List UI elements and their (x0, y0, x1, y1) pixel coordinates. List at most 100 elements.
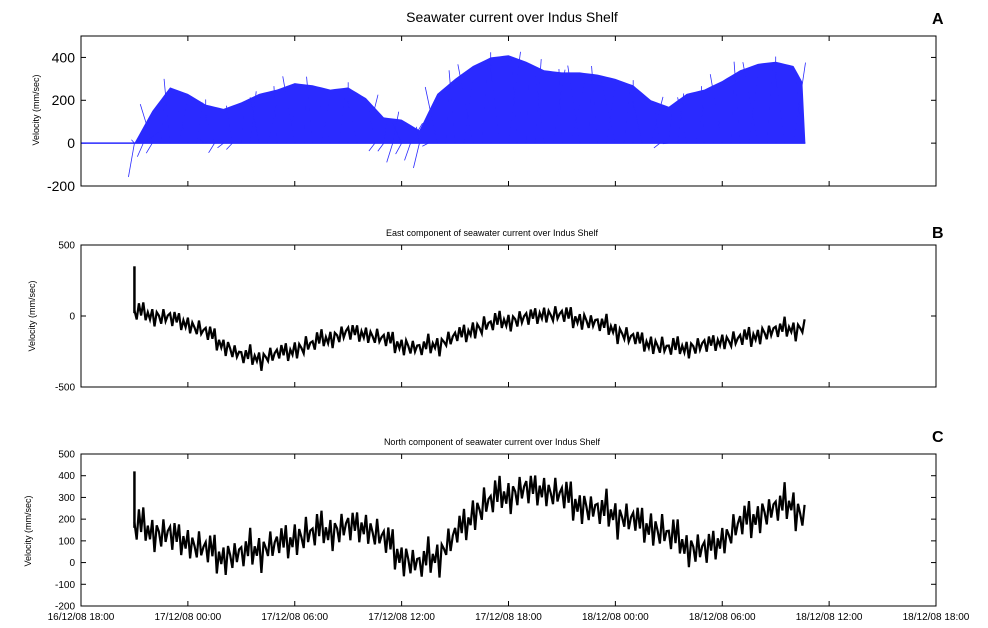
panel-c-ylabel: Velocity (mm/sec) (23, 495, 33, 566)
y-tick-label: 400 (52, 49, 76, 65)
vector-stick (457, 64, 474, 144)
vector-stick (742, 62, 759, 144)
panel-b-axes: -500 0 500 (55, 241, 937, 394)
panel-a-letter: A (932, 11, 944, 28)
vector-stick (416, 126, 420, 144)
vector-stick (558, 68, 563, 144)
vector-stick (139, 104, 153, 144)
panel-c: North component of seawater current over… (23, 429, 970, 623)
vector-stick (235, 140, 242, 144)
vector-stick (570, 77, 587, 144)
y-tick-label: 0 (69, 312, 75, 323)
panel-a-title: Seawater current over Indus Shelf (406, 9, 618, 25)
vector-stick (793, 62, 806, 144)
vector-stick (282, 76, 296, 144)
vector-stick (273, 86, 278, 144)
panel-b-title: East component of seawater current over … (386, 228, 599, 238)
vector-stick (386, 143, 394, 163)
vector-stick (160, 100, 165, 144)
vector-stick (338, 91, 346, 144)
vector-stick (249, 91, 257, 144)
vector-stick (347, 101, 358, 144)
vector-stick (196, 102, 204, 144)
vector-stick (668, 111, 673, 144)
vector-stick (285, 91, 302, 144)
panel-a: Seawater current over Indus Shelf A Velo… (31, 9, 944, 194)
vector-stick (534, 59, 542, 144)
vector-stick (217, 142, 224, 149)
x-tick-label: 17/12/08 12:00 (368, 612, 435, 623)
vector-stick (208, 142, 215, 153)
vector-stick (552, 69, 566, 144)
y-tick-label: 0 (69, 558, 75, 569)
vector-stick (249, 97, 260, 144)
vector-stick (172, 92, 189, 144)
vector-stick (481, 65, 489, 144)
vector-stick (650, 96, 664, 144)
vector-stick (306, 76, 313, 144)
vector-stick (199, 139, 206, 144)
y-tick-label: -500 (55, 383, 75, 394)
panel-a-axes: -200 0 200 400 (47, 36, 937, 194)
y-tick-label: 0 (67, 135, 75, 151)
x-tick-label: 16/12/08 18:00 (48, 612, 115, 623)
vector-stick (525, 66, 530, 144)
vector-stick (733, 61, 741, 144)
y-tick-label: -100 (55, 580, 75, 591)
y-tick-label: 300 (58, 493, 75, 504)
vector-stick (377, 142, 385, 152)
vector-stick (131, 139, 135, 144)
panel-a-ylabel: Velocity (mm/sec) (31, 74, 41, 145)
vector-stick (392, 111, 400, 144)
x-tick-label: 17/12/08 18:00 (475, 612, 542, 623)
vector-stick (226, 142, 233, 150)
vector-stick (662, 142, 669, 145)
vector-stick (303, 85, 308, 144)
vector-stick (632, 101, 643, 144)
y-tick-label: -200 (55, 602, 75, 613)
vector-stick (226, 105, 233, 144)
vector-stick (404, 143, 411, 161)
vector-stick (368, 107, 376, 144)
vector-stick (709, 74, 723, 144)
panel-c-frame (80, 453, 937, 607)
vector-stick (766, 66, 774, 144)
x-tick-label: 18/12/08 06:00 (689, 612, 756, 623)
vector-stick (422, 142, 429, 147)
panel-b-ylabel: Velocity (mm/sec) (27, 280, 37, 351)
vector-stick (178, 97, 189, 144)
y-tick-label: 200 (52, 92, 76, 108)
panel-a-frame (80, 35, 937, 187)
vector-stick (730, 77, 735, 144)
vector-stick (145, 142, 153, 154)
vector-stick (677, 97, 688, 144)
y-tick-label: 400 (58, 471, 75, 482)
vector-stick (534, 73, 545, 144)
x-tick-label: 18/12/08 18:00 (903, 612, 970, 623)
vector-stick (368, 142, 376, 152)
panel-c-letter: C (932, 429, 944, 446)
vector-stick (567, 65, 581, 144)
vector-stick (365, 94, 379, 144)
panel-b-letter: B (932, 225, 944, 242)
vector-stick (413, 143, 420, 169)
vector-stick (677, 93, 685, 144)
x-tick-label: 18/12/08 00:00 (582, 612, 649, 623)
vector-stick (240, 107, 245, 144)
vector-stick (163, 78, 171, 144)
y-tick-label: -200 (47, 178, 75, 194)
vector-stick (695, 89, 708, 144)
vector-stick (392, 122, 402, 144)
x-tick-label: 17/12/08 00:00 (155, 612, 222, 623)
vector-stick (653, 103, 661, 144)
y-tick-label: 200 (58, 515, 75, 526)
vector-stick (490, 64, 500, 144)
y-tick-label: 500 (58, 450, 75, 461)
panel-b-frame (80, 244, 937, 388)
vector-stick (653, 142, 661, 149)
vector-stick (136, 142, 144, 157)
vector-stick (445, 88, 450, 144)
vector-stick (267, 89, 281, 144)
vector-stick (606, 83, 616, 144)
